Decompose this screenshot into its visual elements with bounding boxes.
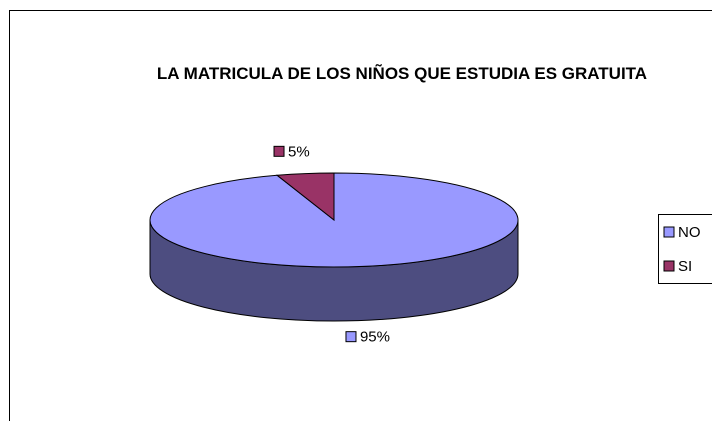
label-swatch [345, 331, 357, 343]
legend-box [658, 214, 712, 284]
legend-swatch [663, 226, 675, 238]
data-label: 5% [288, 143, 310, 160]
data-label: 95% [360, 329, 390, 346]
legend-label: SI [678, 258, 692, 275]
pie-slice [275, 172, 335, 222]
chart-title: LA MATRICULA DE LOS NIÑOS QUE ESTUDIA ES… [156, 64, 648, 83]
label-swatch [273, 145, 285, 157]
legend-swatch [663, 260, 675, 272]
legend-label: NO [678, 224, 701, 241]
chart-border [9, 10, 712, 421]
